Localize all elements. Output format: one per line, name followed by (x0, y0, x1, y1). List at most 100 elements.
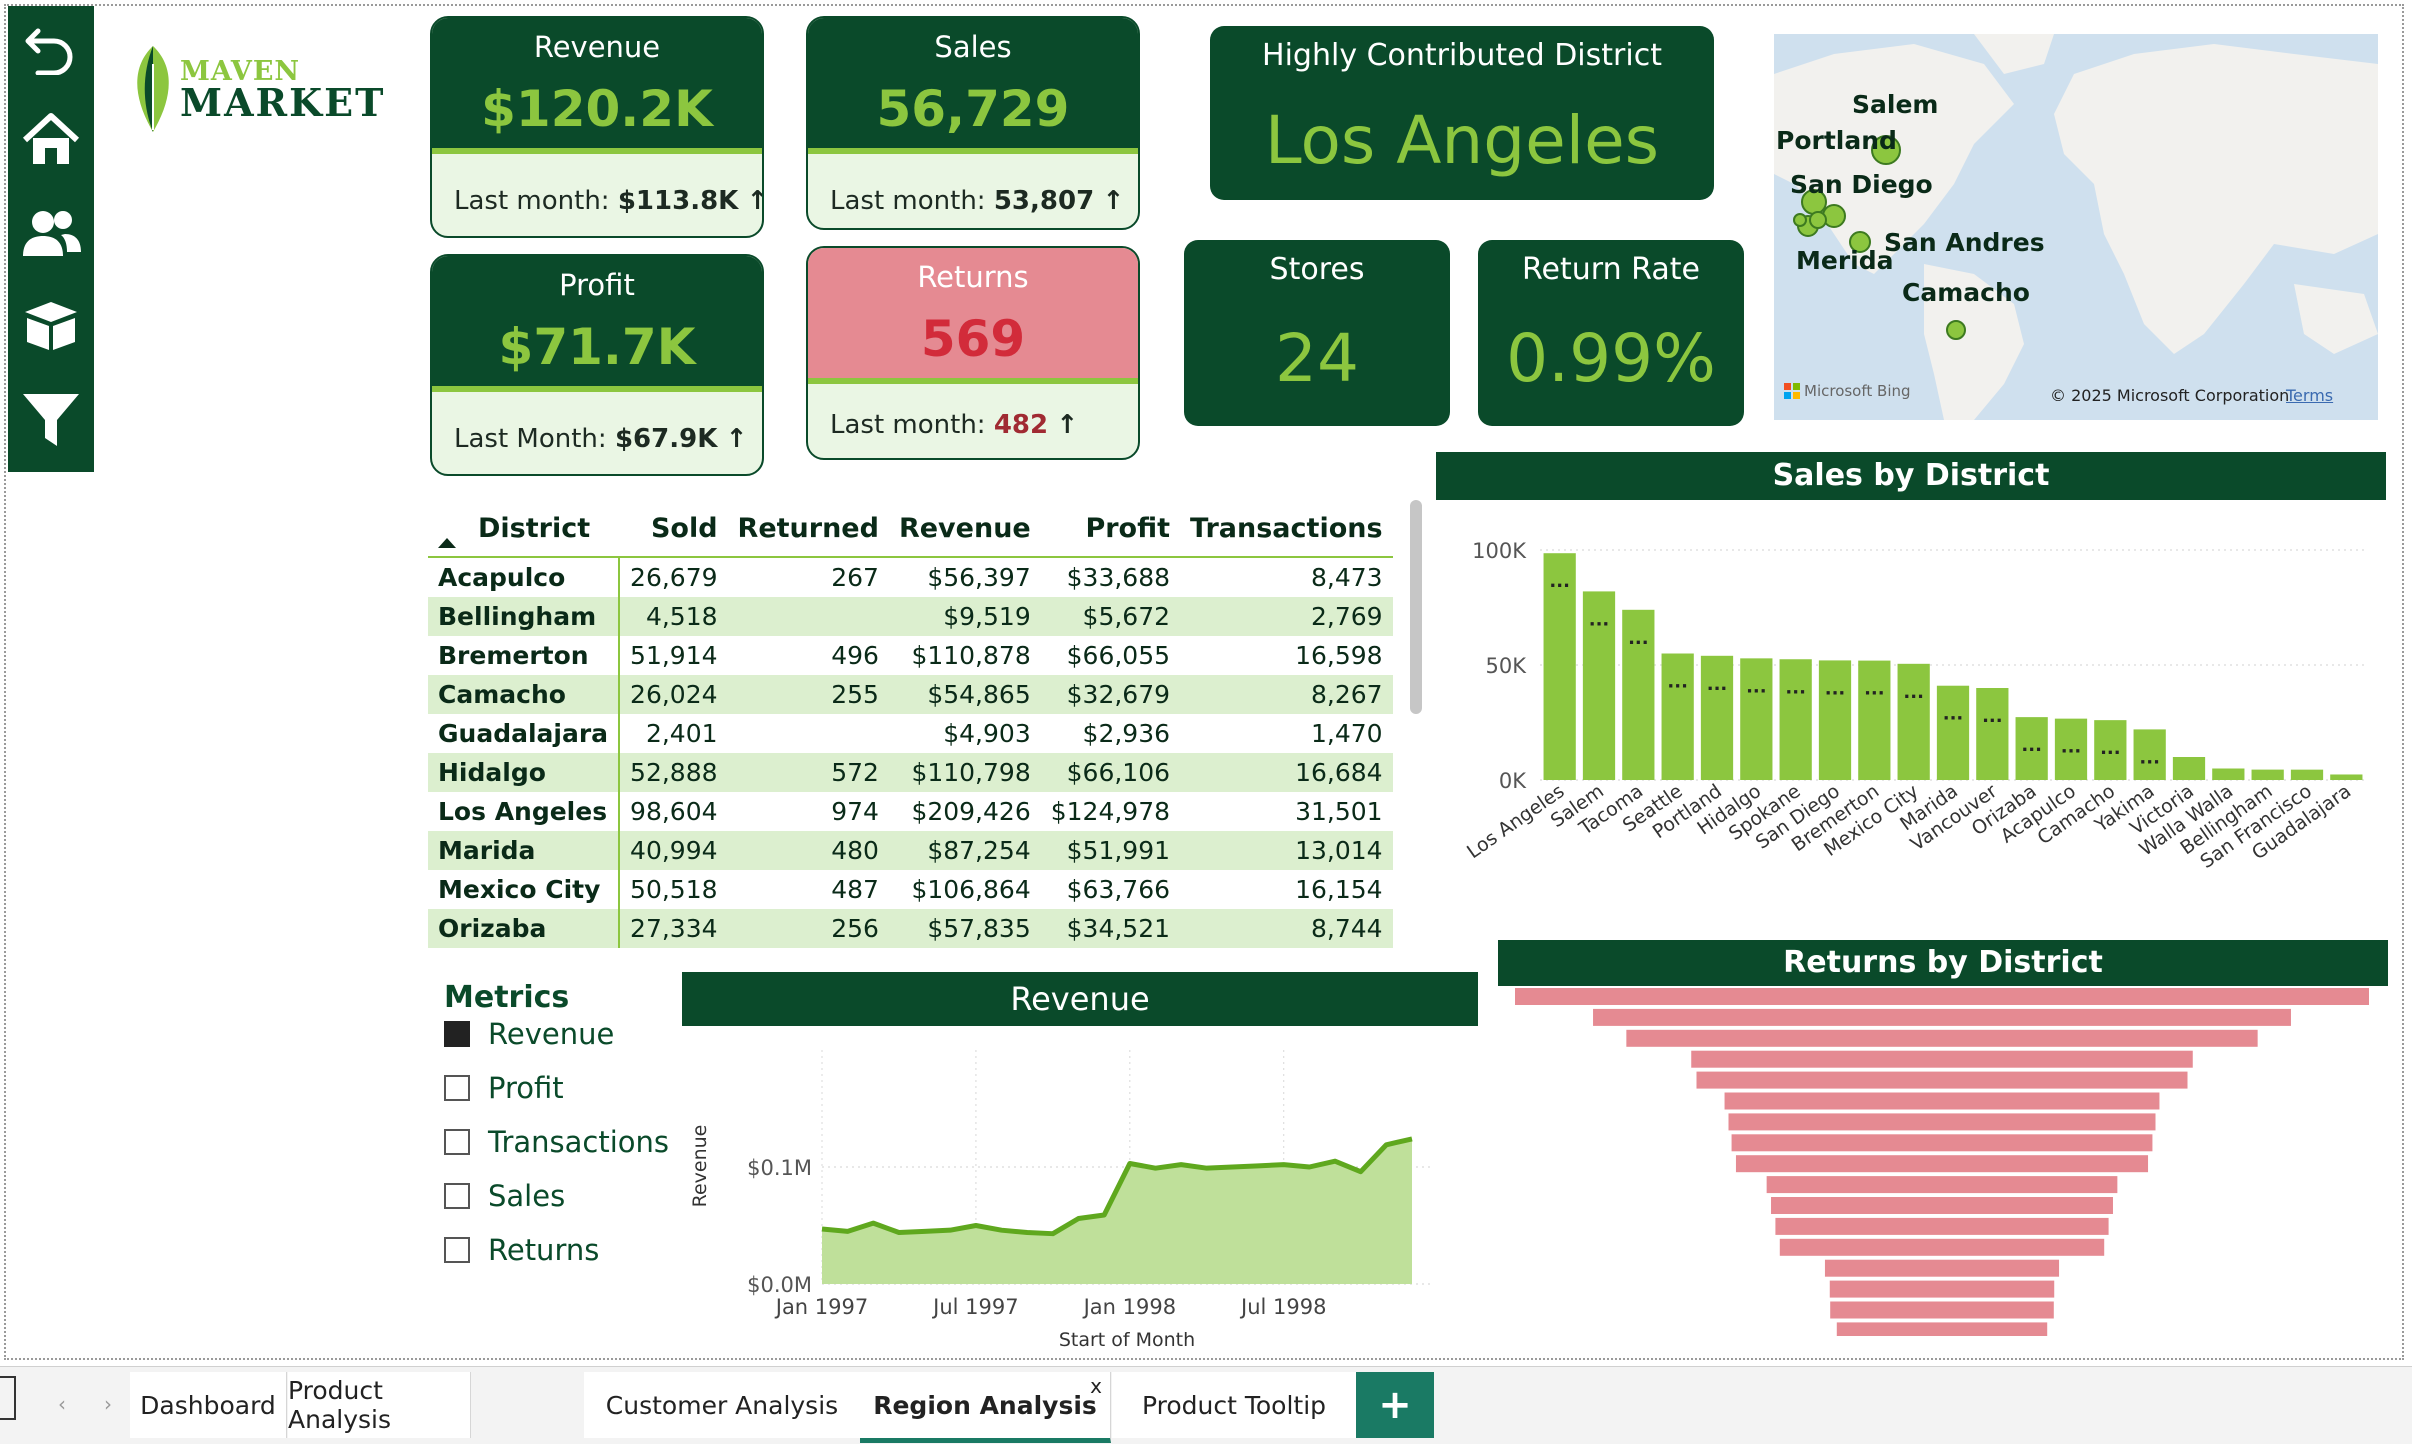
tab-product-tooltip[interactable]: Product Tooltip (1112, 1372, 1357, 1438)
table-row[interactable]: Orizaba 27,334 256 $57,835 $34,521 8,744 (428, 909, 1393, 948)
column-header-sold[interactable]: Sold (619, 500, 728, 558)
table-row[interactable]: Camacho 26,024 255 $54,865 $32,679 8,267 (428, 675, 1393, 714)
column-header-transactions[interactable]: Transactions (1180, 500, 1393, 558)
close-tab-icon[interactable]: x (1090, 1374, 1102, 1398)
bar[interactable] (1515, 988, 2369, 1005)
column-header-profit[interactable]: Profit (1040, 500, 1181, 558)
map-terms-link[interactable]: Terms (2286, 386, 2334, 405)
bar[interactable] (1626, 1029, 2258, 1047)
bar[interactable] (2133, 729, 2166, 780)
bar[interactable] (1829, 1280, 2055, 1298)
bar[interactable] (1766, 1176, 2118, 1194)
table-scrollbar[interactable] (1410, 500, 1422, 714)
metric-option-sales[interactable]: Sales (444, 1176, 565, 1216)
table-row[interactable]: Marida 40,994 480 $87,254 $51,991 13,014 (428, 831, 1393, 870)
column-header-district[interactable]: District (428, 500, 620, 558)
bar[interactable] (1724, 1092, 2160, 1110)
bar[interactable] (2015, 717, 2048, 780)
data-label: ... (1707, 674, 1728, 695)
page-nav-icon[interactable] (0, 1376, 16, 1420)
bar[interactable] (2172, 757, 2206, 780)
column-header-returned[interactable]: Returned (727, 500, 889, 558)
table-row[interactable]: Hidalgo 52,888 572 $110,798 $66,106 16,684 (428, 753, 1393, 792)
bar[interactable] (1700, 655, 1734, 780)
bar[interactable] (1731, 1134, 2153, 1152)
checkbox[interactable] (444, 1183, 470, 1209)
bar[interactable] (1740, 658, 1773, 780)
table-row[interactable]: Bremerton 51,914 496 $110,878 $66,055 16,598 (428, 636, 1393, 675)
table-row[interactable]: Los Angeles 98,604 974 $209,426 $124,978 31,5… (428, 792, 1393, 831)
chevron-right-icon[interactable]: › (104, 1392, 112, 1416)
bar[interactable] (1976, 688, 2009, 780)
tab-dashboard[interactable]: Dashboard (130, 1372, 287, 1438)
customers-icon[interactable] (21, 204, 81, 264)
revenue-line[interactable] (821, 1136, 1413, 1237)
bar[interactable] (2094, 720, 2127, 780)
bar[interactable] (1771, 1197, 2113, 1214)
data-label: ... (2100, 738, 2121, 759)
metric-option-revenue[interactable]: Revenue (444, 1014, 614, 1054)
bar[interactable] (2054, 718, 2088, 780)
stores-card: Stores 24 (1184, 240, 1450, 426)
metric-option-transactions[interactable]: Transactions (444, 1122, 669, 1162)
tab-customer-analysis[interactable]: Customer Analysis (584, 1372, 861, 1438)
bar[interactable] (1858, 660, 1891, 780)
table-row[interactable]: Guadalajara 2,401 $4,903 $2,936 1,470 (428, 714, 1393, 753)
tab-product-analysis[interactable]: Product Analysis (288, 1372, 471, 1438)
bar[interactable] (2290, 769, 2324, 780)
table-cell: $63,766 (1066, 875, 1171, 904)
bar[interactable] (1836, 1322, 2048, 1336)
bar[interactable] (1779, 659, 1812, 780)
bar[interactable] (1897, 663, 1930, 780)
revenue-last-month: Last month: $113.8K ↑ (454, 186, 762, 216)
home-icon[interactable] (21, 110, 81, 170)
bar[interactable] (1775, 1217, 2109, 1235)
bar[interactable] (1735, 1155, 2149, 1173)
checkbox[interactable] (444, 1129, 470, 1155)
checkbox[interactable] (444, 1021, 470, 1047)
back-icon[interactable] (21, 18, 81, 78)
revenue-kpi-value: $120.2K (481, 80, 713, 138)
bar[interactable] (1622, 609, 1655, 780)
chevron-left-icon[interactable]: ‹ (58, 1392, 66, 1416)
district-map[interactable]: Salem Portland San Diego San Andres Meri… (1774, 34, 2378, 420)
bar[interactable] (1593, 1008, 2291, 1026)
table-row[interactable]: Acapulco 26,679 267 $56,397 $33,688 8,473 (428, 557, 1393, 597)
column-header-revenue[interactable]: Revenue (888, 500, 1041, 558)
bar[interactable] (1582, 591, 1616, 780)
sort-ascending-icon[interactable] (438, 538, 456, 548)
bar[interactable] (2330, 774, 2363, 780)
add-page-button[interactable]: + (1356, 1372, 1434, 1438)
sales-kpi-title: Sales (934, 30, 1012, 64)
metric-option-profit[interactable]: Profit (444, 1068, 564, 1108)
product-box-icon[interactable] (21, 296, 81, 356)
returns-kpi-title: Returns (917, 260, 1029, 294)
tab-region-analysis[interactable]: Region Analysis x (860, 1372, 1111, 1443)
table-cell: $124,978 (1050, 797, 1171, 826)
table-row[interactable]: Bellingham 4,518 $9,519 $5,672 2,769 (428, 597, 1393, 636)
bar[interactable] (1936, 685, 1970, 780)
table-row[interactable]: Mexico City 50,518 487 $106,864 $63,766 16,15… (428, 870, 1393, 909)
bar[interactable] (1830, 1301, 2054, 1319)
bar[interactable] (1661, 653, 1694, 781)
map-label: Portland (1776, 126, 1897, 155)
district-table[interactable]: District Sold Returned Revenue Profit Tr… (428, 500, 1393, 956)
bar[interactable] (1691, 1050, 2193, 1068)
bar[interactable] (1818, 660, 1852, 780)
bar[interactable] (1824, 1259, 2060, 1277)
returns-by-district-chart[interactable] (1498, 986, 2388, 1336)
bar[interactable] (1696, 1071, 2188, 1089)
checkbox[interactable] (444, 1075, 470, 1101)
returns-by-district-title: Returns by District (1498, 940, 2388, 986)
bar[interactable] (2251, 769, 2284, 780)
revenue-trend-chart[interactable]: $0.0M $0.1M Jan 1997 Jul 1997 Jan 1998 Jul 19… (682, 1030, 1478, 1356)
table-cell: $66,055 (1066, 641, 1171, 670)
bar[interactable] (2212, 768, 2245, 781)
bar[interactable] (1543, 553, 1576, 780)
bar[interactable] (1728, 1113, 2156, 1131)
bar[interactable] (1779, 1238, 2105, 1256)
metric-option-returns[interactable]: Returns (444, 1230, 599, 1270)
checkbox[interactable] (444, 1237, 470, 1263)
filter-icon[interactable] (21, 390, 81, 450)
